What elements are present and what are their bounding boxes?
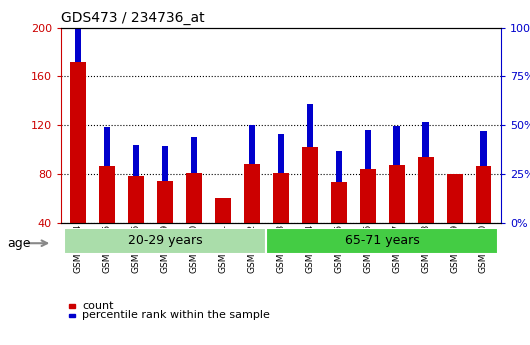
- Bar: [249, 125, 255, 164]
- Bar: [302, 147, 318, 223]
- Bar: [215, 198, 231, 223]
- Bar: [267, 228, 498, 254]
- Text: percentile rank within the sample: percentile rank within the sample: [82, 310, 270, 320]
- Bar: [70, 62, 86, 223]
- Bar: [157, 181, 173, 223]
- Bar: [244, 164, 260, 223]
- Bar: [128, 176, 144, 223]
- Bar: [64, 228, 267, 254]
- Bar: [360, 169, 376, 223]
- Text: GDS473 / 234736_at: GDS473 / 234736_at: [61, 11, 205, 25]
- Bar: [331, 182, 347, 223]
- Bar: [393, 126, 400, 165]
- Bar: [388, 165, 404, 223]
- Bar: [475, 167, 491, 223]
- Bar: [278, 134, 284, 172]
- Bar: [162, 146, 169, 181]
- Bar: [480, 131, 487, 167]
- Bar: [191, 138, 197, 172]
- Bar: [99, 167, 115, 223]
- Bar: [418, 157, 434, 223]
- Bar: [335, 151, 342, 182]
- Bar: [365, 130, 371, 169]
- Text: age: age: [7, 237, 30, 250]
- Bar: [186, 172, 202, 223]
- Bar: [104, 128, 110, 167]
- Bar: [447, 174, 463, 223]
- Bar: [273, 172, 289, 223]
- Bar: [75, 0, 82, 62]
- Bar: [133, 145, 139, 176]
- Text: 65-71 years: 65-71 years: [345, 234, 420, 247]
- Bar: [307, 104, 313, 147]
- Bar: [422, 122, 429, 157]
- Text: count: count: [82, 301, 113, 311]
- Text: 20-29 years: 20-29 years: [128, 234, 202, 247]
